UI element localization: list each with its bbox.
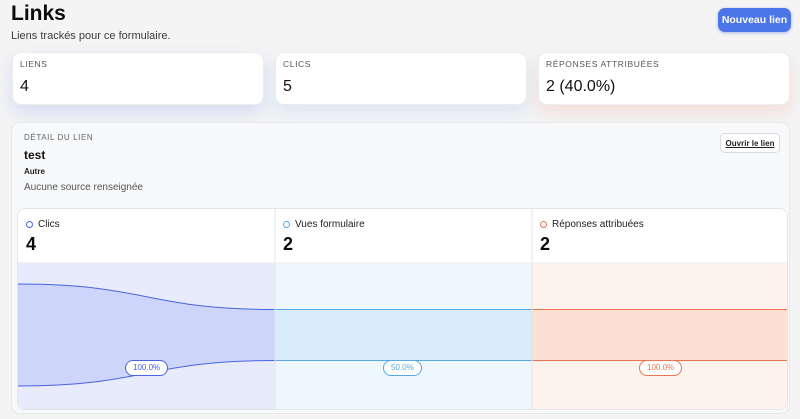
page-title: Links (11, 2, 66, 25)
funnel-edge-top (18, 283, 276, 310)
stat-card-responses: RÉPONSES ATTRIBUÉES 2 (40.0%) (538, 52, 790, 105)
conversion-badge: 100.0% (125, 360, 169, 376)
funnel-chart: Clics 4 Vues formulaire 2 Réponses attri… (17, 208, 788, 410)
stat-label: RÉPONSES ATTRIBUÉES (546, 59, 660, 69)
stat-label: LIENS (20, 59, 48, 69)
stage-label: Réponses attribuées (552, 219, 644, 230)
stage-label: Vues formulaire (295, 219, 365, 230)
conversion-badge: 100.0% (639, 360, 683, 376)
stage-title: Réponses attribuées (540, 219, 644, 230)
stat-value: 4 (20, 78, 29, 95)
stage-value: 4 (26, 234, 37, 254)
stat-card-clicks: CLICS 5 (275, 52, 527, 105)
link-detail-panel: DÉTAIL DU LIEN test Autre Aucune source … (11, 122, 790, 414)
funnel-stage-form-views: Vues formulaire 2 (275, 209, 532, 263)
stage-value: 2 (283, 234, 294, 254)
circle-icon (26, 221, 33, 228)
link-name: test (24, 148, 46, 162)
stat-value: 2 (40.0%) (546, 78, 616, 95)
conversion-badge: 50.0% (383, 360, 422, 376)
open-link-button[interactable]: Ouvrir le lien (720, 133, 780, 153)
stage-title: Clics (26, 219, 60, 230)
detail-section-label: DÉTAIL DU LIEN (24, 133, 94, 142)
circle-icon (283, 221, 290, 228)
stage-value: 2 (540, 234, 551, 254)
link-type: Autre (24, 167, 45, 176)
funnel-svg (18, 209, 787, 409)
funnel-band (532, 309, 787, 361)
funnel-band (275, 309, 532, 361)
circle-icon (540, 221, 547, 228)
stage-title: Vues formulaire (283, 219, 365, 230)
stage-label: Clics (38, 219, 60, 230)
stat-card-links: LIENS 4 (12, 52, 264, 105)
link-source: Aucune source renseignée (24, 182, 143, 193)
funnel-band-clicks (18, 284, 275, 386)
stat-label: CLICS (283, 59, 312, 69)
new-link-button[interactable]: Nouveau lien (718, 8, 791, 32)
funnel-stage-responses: Réponses attribuées 2 (532, 209, 787, 263)
page-subtitle: Liens trackés pour ce formulaire. (11, 30, 171, 42)
funnel-stage-clicks: Clics 4 (18, 209, 275, 263)
stat-value: 5 (283, 78, 292, 95)
